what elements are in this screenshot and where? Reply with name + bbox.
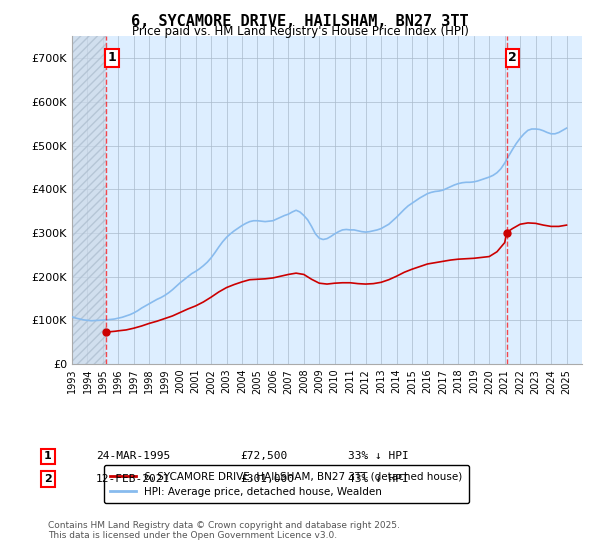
Text: 1: 1 xyxy=(108,51,116,64)
Text: 6, SYCAMORE DRIVE, HAILSHAM, BN27 3TT: 6, SYCAMORE DRIVE, HAILSHAM, BN27 3TT xyxy=(131,14,469,29)
Text: 33% ↓ HPI: 33% ↓ HPI xyxy=(348,451,409,461)
Legend: 6, SYCAMORE DRIVE, HAILSHAM, BN27 3TT (detached house), HPI: Average price, deta: 6, SYCAMORE DRIVE, HAILSHAM, BN27 3TT (d… xyxy=(104,465,469,503)
Text: 43% ↓ HPI: 43% ↓ HPI xyxy=(348,474,409,484)
Text: 2: 2 xyxy=(508,51,517,64)
Text: £301,000: £301,000 xyxy=(240,474,294,484)
Text: 2: 2 xyxy=(44,474,52,484)
Bar xyxy=(72,36,106,364)
Text: 12-FEB-2021: 12-FEB-2021 xyxy=(96,474,170,484)
Text: 1: 1 xyxy=(44,451,52,461)
Text: 24-MAR-1995: 24-MAR-1995 xyxy=(96,451,170,461)
Text: £72,500: £72,500 xyxy=(240,451,287,461)
Text: Price paid vs. HM Land Registry's House Price Index (HPI): Price paid vs. HM Land Registry's House … xyxy=(131,25,469,38)
Text: Contains HM Land Registry data © Crown copyright and database right 2025.
This d: Contains HM Land Registry data © Crown c… xyxy=(48,521,400,540)
